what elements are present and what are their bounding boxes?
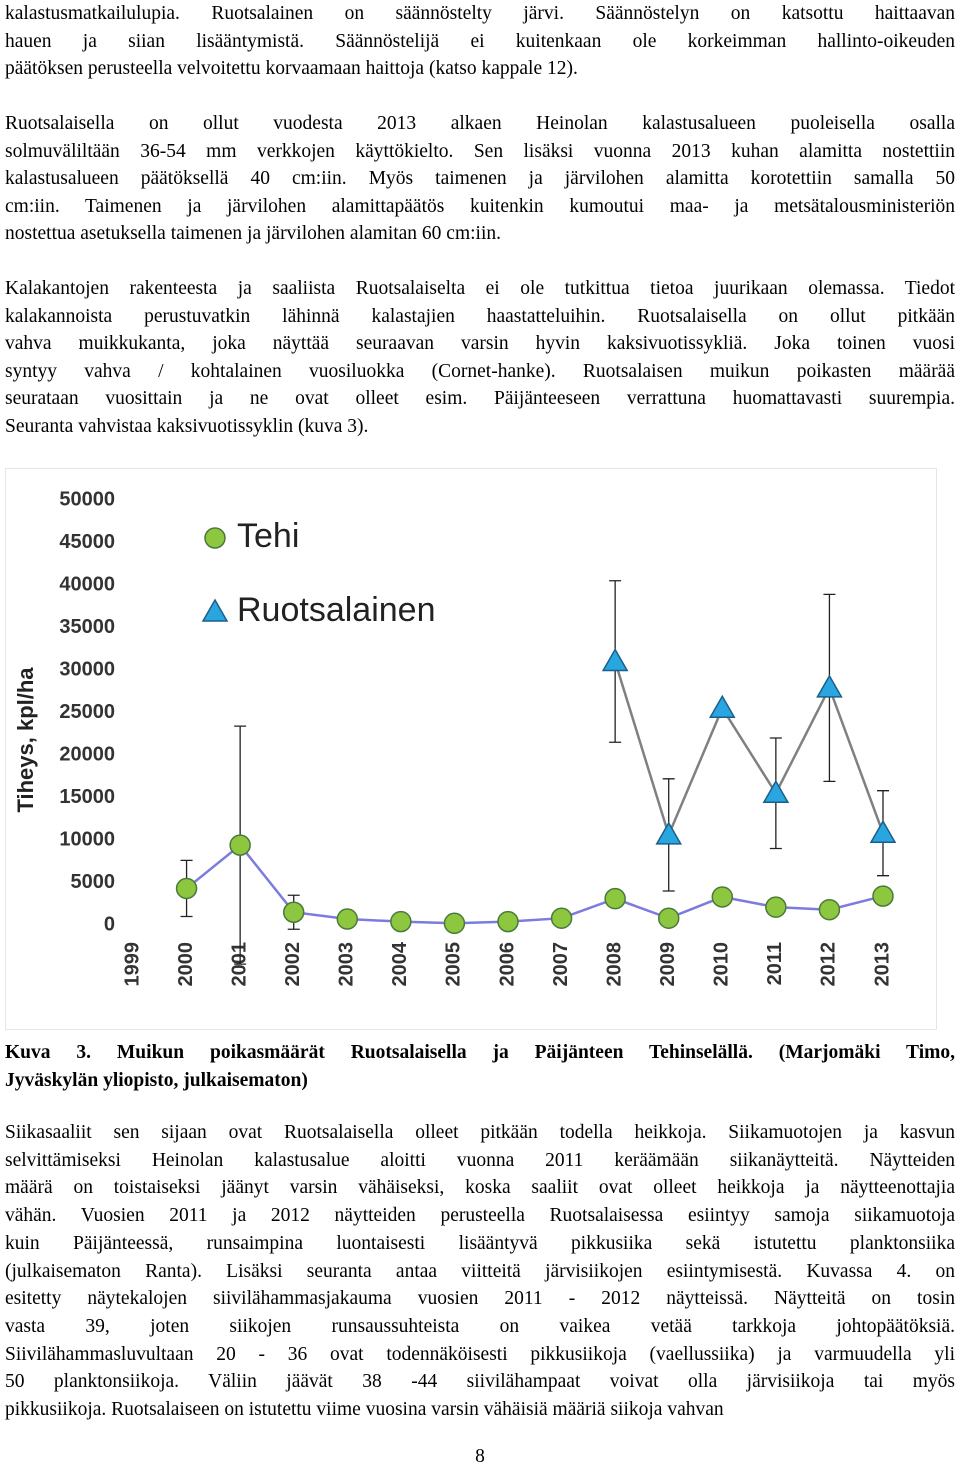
data-point	[550, 907, 573, 929]
text-line: Siikasaaliit sen sijaan ovat Ruotsalaise…	[5, 1122, 955, 1143]
data-point	[655, 821, 683, 845]
data-point	[872, 885, 894, 907]
y-tick-label: 20000	[59, 743, 115, 765]
y-tick-label: 25000	[59, 701, 115, 723]
text-line: päätöksen perusteella velvoitettu korvaa…	[5, 58, 578, 80]
text-line: kalakannoista perustuvatkin lähinnä kala…	[5, 305, 955, 327]
text-line: vähän. Vuosien 2011 ja 2012 näytteiden p…	[5, 1205, 955, 1227]
text-line: Kalakantojen rakenteesta ja saaliista Ru…	[5, 278, 955, 299]
text-line: (julkaisematon Ranta). Lisäksi seuranta …	[5, 1260, 955, 1282]
x-tick-label: 2009	[657, 942, 679, 987]
x-tick-label: 2005	[443, 942, 465, 987]
text-line: kuin Päijänteessä, runsaimpina luontaise…	[5, 1232, 955, 1254]
data-point	[711, 886, 734, 908]
text-line: Jyväskylän yliopisto, julkaisematon)	[5, 1069, 308, 1091]
legend-marker	[204, 527, 226, 549]
text-line: selvittämiseksi Heinolan kalastusalue al…	[5, 1149, 955, 1171]
text-line: kalastusalueen päätöksellä 40 cm:iin. My…	[5, 168, 955, 190]
x-tick-label: 2003	[336, 942, 358, 987]
x-tick-label: 2004	[389, 941, 411, 986]
x-tick-label: 2013	[871, 942, 893, 987]
y-tick-label: 45000	[59, 531, 115, 553]
text-line: esitetty näytekalojen siivilähammasjakau…	[5, 1288, 955, 1310]
x-tick-label: 2011	[764, 942, 786, 985]
text-line: kalastusmatkailulupia. Ruotsalainen on s…	[5, 3, 955, 24]
data-point	[390, 910, 412, 933]
text-line: cm:iin. Taimenen ja järvilohen alamittap…	[5, 195, 955, 217]
y-tick-label: 40000	[59, 573, 115, 595]
y-axis-label: Tiheys, kpl/ha	[13, 667, 38, 813]
y-tick-label: 15000	[59, 786, 115, 808]
data-point	[336, 908, 359, 930]
x-tick-label: 2007	[550, 942, 572, 987]
legend-marker	[201, 598, 229, 622]
text-line: vasta 39, joten siikojen runsaussuhteist…	[5, 1315, 955, 1337]
y-tick-label: 30000	[59, 658, 115, 680]
x-tick-label: 1999	[121, 942, 143, 987]
text-line: vahva muikkukanta, joka näyttää seuraava…	[5, 333, 955, 355]
data-point	[175, 877, 198, 900]
x-tick-label: 2002	[282, 942, 304, 987]
x-tick-label: 2000	[175, 942, 197, 987]
data-point	[604, 887, 626, 910]
y-tick-label: 35000	[59, 616, 115, 638]
x-tick-label: 2010	[711, 942, 733, 987]
data-point	[229, 834, 251, 856]
text-line: 50 planktonsiikoja. Väliin jäävät 38 -44…	[5, 1371, 955, 1393]
text-line: hauen ja siian lisääntymistä. Säännöstel…	[5, 30, 955, 52]
data-point	[708, 694, 736, 718]
data-point	[762, 779, 790, 803]
y-tick-label: 10000	[59, 828, 115, 850]
text-line: määrä on toistaiseksi jäänyt varsin vähä…	[5, 1177, 955, 1199]
y-tick-label: 0	[104, 913, 115, 935]
data-point	[282, 901, 305, 923]
text-line: Siivilähammasluvultaan 20 - 36 ovat tode…	[5, 1343, 955, 1365]
data-point	[497, 910, 519, 933]
text-line: Seuranta vahvistaa kaksivuotissyklin (ku…	[5, 416, 369, 437]
data-point	[601, 647, 629, 672]
chart-frame	[5, 468, 937, 1030]
data-point	[816, 674, 843, 698]
x-tick-label: 2006	[496, 942, 518, 987]
x-tick-label: 2012	[818, 942, 840, 987]
text-line: Ruotsalaisella on ollut vuodesta 2013 al…	[5, 113, 955, 134]
y-tick-label: 50000	[59, 488, 115, 510]
text-line: Kuva 3. Muikun poikasmäärät Ruotsalaisel…	[5, 1042, 955, 1063]
text-line: solmuväliltään 36-54 mm verkkojen käyttö…	[5, 140, 955, 162]
legend-label: Tehi	[237, 517, 299, 555]
data-point	[765, 896, 787, 918]
data-point	[818, 898, 841, 921]
text-line: seurataan vuosittain ja ne ovat olleet e…	[5, 388, 955, 410]
data-point	[443, 912, 466, 935]
text-line: syntyy vahva / kohtalainen vuosiluokka (…	[5, 360, 955, 382]
data-point	[869, 819, 897, 843]
series-line	[613, 661, 885, 839]
page-number: 8	[475, 1446, 485, 1467]
text-line: pikkusiikoja. Ruotsalaiseen on istutettu…	[5, 1399, 724, 1420]
y-tick-label: 5000	[71, 871, 116, 893]
chart: Tiheys, kpl/ha 0 5000 10000 15000 20000 25000…	[5, 468, 937, 1030]
text-line: nostettua asetuksella taimenen ja järvil…	[5, 223, 502, 245]
legend-label: Ruotsalainen	[237, 591, 435, 629]
data-point	[657, 907, 680, 929]
x-tick-label: 2008	[603, 942, 625, 987]
